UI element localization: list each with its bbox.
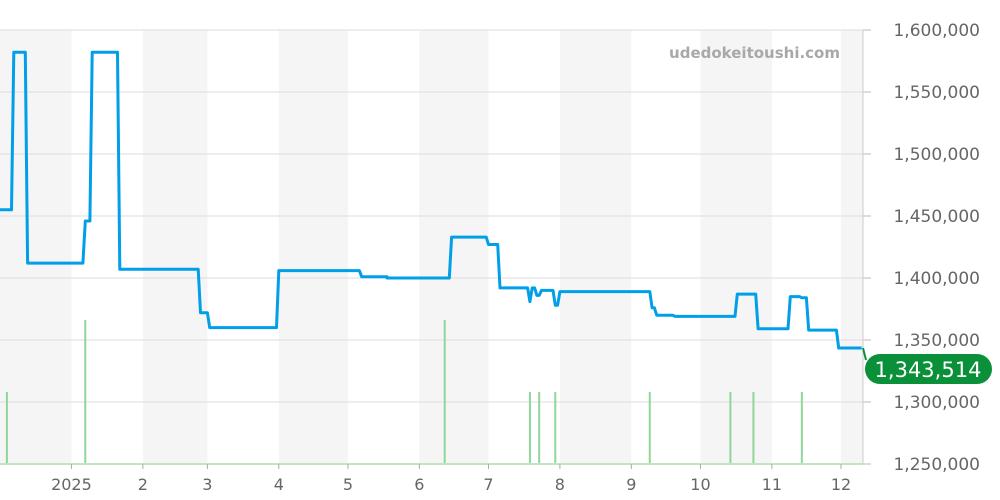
x-tick-label: 3 (202, 475, 212, 494)
last-value-text: 1,343,514 (875, 358, 982, 382)
y-tick-label: 1,500,000 (893, 145, 980, 165)
x-tick-label: 5 (343, 475, 353, 494)
y-tick-label: 1,450,000 (893, 207, 980, 227)
y-tick-label: 1,300,000 (893, 393, 980, 413)
price-line (0, 50, 862, 350)
month-shading (0, 30, 863, 464)
month-shade (278, 30, 348, 464)
month-shade (559, 30, 632, 464)
x-tick-label: 6 (414, 475, 424, 494)
grid-lines (0, 29, 863, 465)
y-tick-label: 1,400,000 (893, 269, 980, 289)
y-tick-label: 1,600,000 (893, 21, 980, 41)
y-tick-label: 1,350,000 (893, 331, 980, 351)
x-axis: 2025 2 3 4 5 6 7 8 9 10 11 12 (0, 463, 863, 494)
x-tick-label: 7 (483, 475, 493, 494)
y-axis: 1,250,000 1,300,000 1,350,000 1,400,000 1,45… (862, 21, 980, 475)
x-tick-label: 10 (690, 475, 710, 494)
month-shade (142, 30, 208, 464)
y-tick-label: 1,550,000 (893, 83, 980, 103)
x-tick-label: 4 (274, 475, 284, 494)
last-value-connector (862, 347, 867, 361)
x-tick-label: 12 (831, 475, 851, 494)
x-tick-label: 2 (138, 475, 148, 494)
month-shade (841, 30, 863, 464)
month-shade (419, 30, 489, 464)
x-tick-label: 9 (626, 475, 636, 494)
watermark: udedokeitoushi.com (669, 44, 840, 62)
x-tick-label: 11 (762, 475, 782, 494)
x-tick-label: 2025 (51, 475, 92, 494)
month-shade (0, 30, 72, 464)
x-tick-label: 8 (555, 475, 565, 494)
y-tick-label: 1,250,000 (893, 455, 980, 475)
volume-bars (5, 320, 803, 464)
last-value-label: 1,343,514 (865, 354, 992, 385)
month-shade (700, 30, 772, 464)
